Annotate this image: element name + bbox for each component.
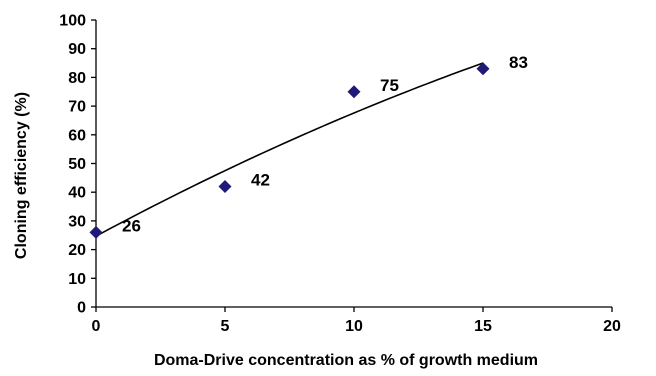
y-ticks: 0 10 20 30 40 50 60 70 80 90 100 bbox=[59, 13, 96, 317]
x-ticks: 0 5 10 15 20 bbox=[92, 307, 621, 335]
y-tick-label: 90 bbox=[68, 41, 86, 58]
y-tick-label: 0 bbox=[77, 300, 86, 317]
y-tick-label: 60 bbox=[68, 127, 86, 144]
data-point bbox=[347, 85, 361, 99]
data-point bbox=[476, 62, 490, 76]
x-axis-title: Doma-Drive concentration as % of growth … bbox=[154, 352, 538, 369]
data-label: 26 bbox=[122, 216, 141, 235]
y-tick-label: 100 bbox=[59, 13, 86, 30]
trendline bbox=[95, 62, 484, 237]
y-tick-label: 20 bbox=[68, 242, 86, 259]
data-label: 75 bbox=[380, 76, 399, 95]
data-labels: 26 42 75 83 bbox=[122, 53, 528, 236]
y-tick-label: 70 bbox=[68, 99, 86, 116]
y-tick-label: 80 bbox=[68, 70, 86, 87]
x-tick-label: 0 bbox=[92, 318, 101, 335]
y-tick-label: 30 bbox=[68, 213, 86, 230]
x-tick-label: 15 bbox=[474, 318, 492, 335]
y-tick-label: 50 bbox=[68, 156, 86, 173]
axes bbox=[95, 20, 612, 308]
data-point bbox=[218, 179, 232, 193]
x-tick-label: 20 bbox=[603, 318, 621, 335]
x-tick-label: 5 bbox=[221, 318, 230, 335]
x-tick-label: 10 bbox=[345, 318, 363, 335]
data-point bbox=[89, 225, 103, 239]
data-label: 83 bbox=[509, 53, 528, 72]
data-points bbox=[89, 62, 490, 239]
data-label: 42 bbox=[251, 170, 270, 189]
y-tick-label: 40 bbox=[68, 185, 86, 202]
y-tick-label: 10 bbox=[68, 271, 86, 288]
y-axis-title: Cloning efficiency (%) bbox=[13, 92, 30, 259]
